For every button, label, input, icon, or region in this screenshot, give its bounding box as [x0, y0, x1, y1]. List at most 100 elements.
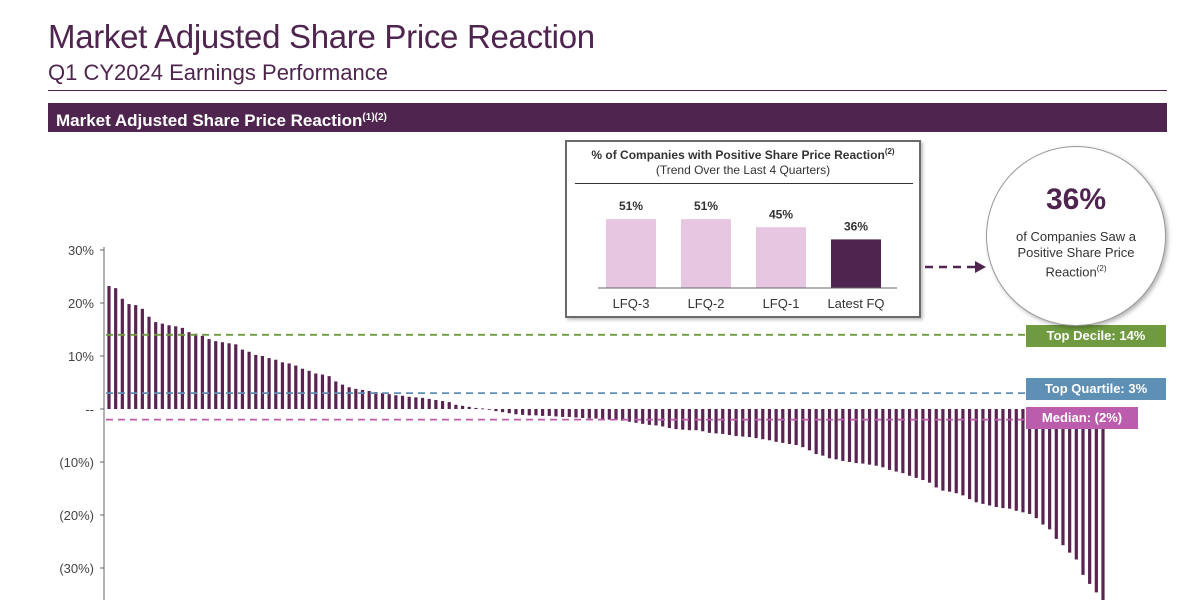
bar	[1041, 409, 1045, 525]
bar	[320, 374, 325, 409]
bar	[260, 356, 265, 409]
bar	[194, 333, 198, 409]
bar	[327, 376, 331, 409]
bar	[687, 409, 691, 431]
bar	[1021, 409, 1025, 513]
bar	[994, 409, 998, 508]
bar	[507, 409, 511, 414]
bar	[647, 409, 651, 425]
top-quartile-label: Top Quartile: 3%	[1026, 378, 1166, 400]
bar	[1001, 409, 1005, 509]
bar	[961, 409, 965, 496]
bar	[267, 358, 271, 409]
inset-bar-chart: 51% LFQ-3 51% LFQ-2 45% LFQ-1 36% Latest FQ	[598, 199, 897, 311]
bar	[634, 409, 638, 423]
callout-circle: 36% of Companies Saw a Positive Share Pr…	[986, 146, 1166, 326]
bar	[747, 409, 752, 438]
bar	[847, 409, 852, 462]
median-label: Median: (2%)	[1026, 407, 1138, 429]
callout-value: 36%	[1045, 183, 1107, 216]
positive-reaction-trend-panel: % of Companies with Positive Share Price…	[565, 140, 921, 318]
bar	[434, 399, 438, 409]
bar	[554, 409, 558, 417]
bar	[200, 335, 204, 409]
bar	[380, 393, 385, 409]
bar	[814, 409, 818, 455]
inset-divider	[575, 183, 913, 184]
bar	[440, 401, 445, 409]
section-banner: Market Adjusted Share Price Reaction(1)(…	[48, 103, 1167, 132]
bar	[427, 398, 431, 409]
top-decile-label: Top Decile: 14%	[1026, 325, 1166, 347]
reference-lines	[106, 333, 1026, 421]
bar	[714, 409, 718, 434]
bar	[347, 387, 351, 409]
bar	[874, 409, 878, 466]
bar	[334, 381, 338, 409]
bar	[927, 409, 932, 483]
bar	[954, 409, 958, 494]
bar	[887, 409, 892, 470]
bar	[460, 405, 465, 409]
bar	[294, 365, 298, 409]
bar	[240, 349, 245, 409]
bar	[734, 409, 738, 437]
bar	[787, 409, 792, 444]
bar	[621, 409, 625, 421]
bar	[854, 409, 858, 464]
inset-subtitle: (Trend Over the Last 4 Quarters)	[655, 163, 831, 177]
bar	[561, 409, 565, 417]
banner-label: Market Adjusted Share Price Reaction	[56, 111, 363, 130]
bar	[761, 409, 765, 440]
trend-bar	[606, 219, 656, 288]
bar	[627, 409, 631, 422]
bar	[1074, 409, 1078, 560]
bar	[514, 409, 518, 415]
trend-category-label: LFQ-1	[763, 296, 800, 311]
bar	[220, 342, 225, 409]
bar	[834, 409, 838, 460]
bar	[387, 394, 391, 409]
bar	[781, 409, 785, 443]
bar	[134, 305, 138, 409]
bar	[894, 409, 898, 472]
trend-bar	[756, 227, 806, 288]
bar	[180, 327, 184, 409]
bar	[1101, 409, 1105, 600]
bar	[807, 409, 812, 451]
bar	[574, 409, 578, 418]
bar	[727, 409, 732, 435]
bar	[227, 343, 231, 409]
bar	[394, 395, 398, 409]
bar	[454, 404, 458, 409]
bar	[607, 409, 611, 420]
trend-bar	[831, 239, 881, 288]
bar	[914, 409, 918, 478]
bar	[901, 409, 905, 474]
bar-series	[107, 286, 1105, 600]
trend-bar	[681, 219, 731, 288]
banner-footnote: (1)(2)	[362, 112, 387, 123]
bar	[494, 409, 498, 412]
bar	[587, 409, 591, 419]
bar	[354, 388, 358, 409]
bar	[367, 390, 371, 409]
bar	[701, 409, 705, 432]
title-divider	[48, 90, 1167, 91]
bar	[967, 409, 972, 500]
callout-footnote: (2)	[1096, 264, 1107, 273]
bar	[467, 406, 471, 409]
bar	[1008, 409, 1012, 509]
bar	[1028, 409, 1032, 514]
bar	[881, 409, 885, 468]
bar	[487, 409, 491, 410]
bar	[1068, 409, 1072, 553]
bar	[314, 373, 318, 409]
bar	[214, 341, 218, 409]
y-tick-label: (20%)	[59, 508, 94, 523]
bar	[827, 409, 832, 459]
bar	[420, 397, 425, 409]
inset-title: % of Companies with Positive Share Price…	[567, 147, 919, 162]
bar	[654, 409, 658, 426]
